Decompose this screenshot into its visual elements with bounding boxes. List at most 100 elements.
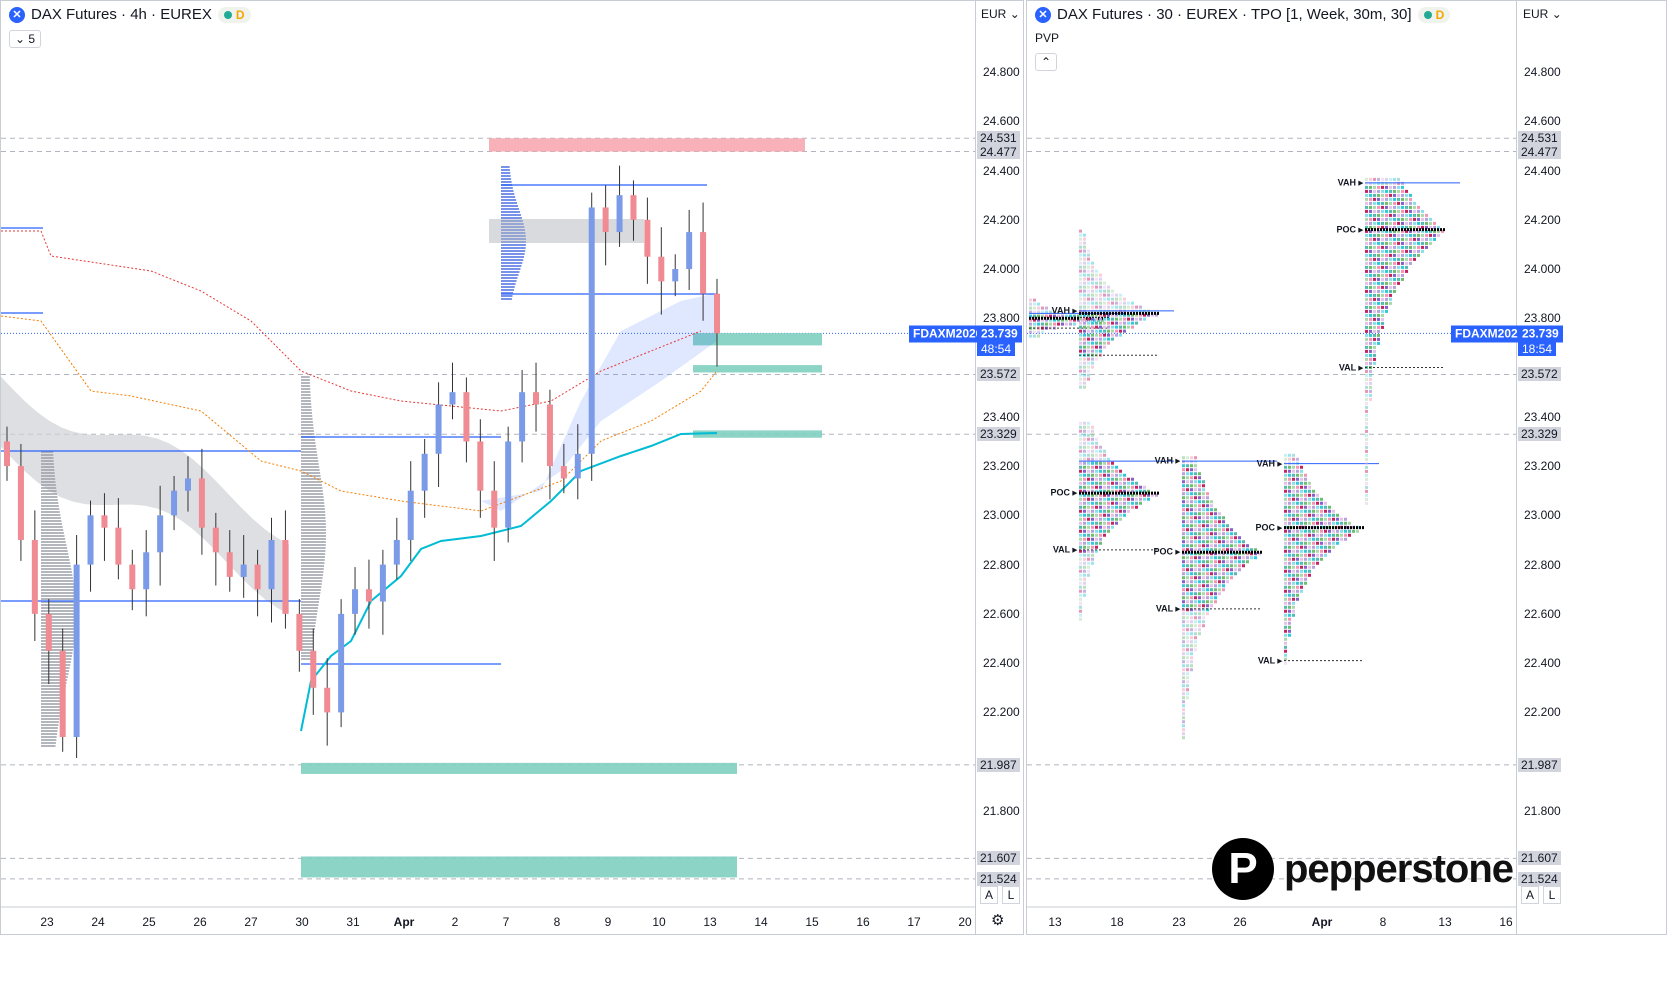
tpo-cell <box>1296 517 1299 521</box>
tpo-cell <box>1091 429 1094 433</box>
tpo-cell <box>1226 540 1229 544</box>
tpo-cell <box>1284 513 1287 517</box>
tpo-cell <box>1202 572 1205 576</box>
tpo-cell <box>1115 481 1118 485</box>
tpo-cell <box>1135 317 1138 321</box>
tpo-cell <box>1190 660 1193 664</box>
tpo-cell <box>1115 301 1118 305</box>
tpo-cell <box>1222 552 1225 556</box>
tpo-cell <box>1029 334 1032 338</box>
tpo-cell <box>1202 488 1205 492</box>
tpo-cell <box>1186 592 1189 596</box>
candle-body <box>296 613 303 651</box>
pvp-indicator-label[interactable]: PVP <box>1035 31 1060 45</box>
tpo-cell <box>1095 505 1098 509</box>
left-auto-scale-button[interactable]: A <box>980 886 998 904</box>
right-market-status[interactable]: D <box>1417 6 1451 23</box>
tpo-cell <box>1365 237 1368 241</box>
tpo-cell <box>1190 632 1193 636</box>
tpo-cell <box>1206 568 1209 572</box>
blue-channel <box>481 293 717 511</box>
tpo-cell <box>1083 585 1086 589</box>
tpo-cell <box>1087 273 1090 277</box>
candle-body <box>560 466 567 479</box>
tpo-cell <box>1083 245 1086 249</box>
right-currency-selector[interactable]: EUR ⌄ <box>1523 7 1562 21</box>
left-log-scale-button[interactable]: L <box>1002 886 1020 904</box>
tpo-cell <box>1385 257 1388 261</box>
tpo-cell <box>1143 497 1146 501</box>
left-market-status[interactable]: D <box>217 6 251 23</box>
tpo-cell <box>1087 321 1090 325</box>
tpo-cell <box>1190 624 1193 628</box>
tpo-cell <box>1312 537 1315 541</box>
right-chart-title[interactable]: DAX Futures · 30 · EUREX · TPO [1, Week,… <box>1057 6 1412 23</box>
tpo-cell <box>1194 460 1197 464</box>
tpo-cell <box>1190 556 1193 560</box>
tpo-cell <box>1182 684 1185 688</box>
tpo-cell <box>1300 573 1303 577</box>
tpo-cell <box>1218 564 1221 568</box>
tpo-cell <box>1369 261 1372 265</box>
tpo-cell <box>1103 529 1106 533</box>
tpo-cell <box>1413 217 1416 221</box>
tpo-cell <box>1328 529 1331 533</box>
tpo-cell <box>1214 580 1217 584</box>
tpo-cell <box>1210 548 1213 552</box>
left-chart-canvas[interactable] <box>1 1 1023 934</box>
tpo-cell <box>1365 361 1368 365</box>
tpo-cell <box>1381 193 1384 197</box>
tpo-cell <box>1328 517 1331 521</box>
tpo-cell <box>1087 365 1090 369</box>
right-chart-canvas[interactable] <box>1027 1 1666 934</box>
tpo-cell <box>1206 560 1209 564</box>
tpo-cell <box>1119 485 1122 489</box>
tpo-cell <box>1079 421 1082 425</box>
volume-profile-bar <box>501 172 511 174</box>
tpo-cell <box>1292 561 1295 565</box>
gear-icon[interactable]: ⚙ <box>991 912 1005 929</box>
time-tick-label: 18 <box>1110 915 1124 929</box>
tpo-cell <box>1202 492 1205 496</box>
tpo-cell <box>1373 261 1376 265</box>
tpo-cell <box>1131 485 1134 489</box>
tpo-cell <box>1377 317 1380 321</box>
left-chart-title[interactable]: DAX Futures · 4h · EUREX <box>31 6 212 23</box>
tpo-cell <box>1095 493 1098 497</box>
right-chart-panel[interactable]: ✕ DAX Futures · 30 · EUREX · TPO [1, Wee… <box>1026 0 1667 935</box>
tpo-cell <box>1377 293 1380 297</box>
tpo-cell <box>1083 237 1086 241</box>
tpo-cell <box>1296 521 1299 525</box>
orange-dotted-indicator <box>1 315 718 512</box>
left-currency-selector[interactable]: EUR ⌄ <box>981 7 1020 21</box>
tpo-cell <box>1308 557 1311 561</box>
tpo-cell <box>1091 329 1094 333</box>
tpo-cell <box>1087 357 1090 361</box>
tpo-cell <box>1083 361 1086 365</box>
tpo-cell <box>1099 285 1102 289</box>
tpo-cell <box>1053 310 1056 314</box>
time-tick-label: 23 <box>1172 915 1186 929</box>
chevron-up-icon[interactable]: ⌃ <box>1035 53 1058 71</box>
volume-profile-bar <box>41 625 76 627</box>
tpo-cell <box>1300 545 1303 549</box>
tpo-cell <box>1369 309 1372 313</box>
tpo-cell <box>1190 488 1193 492</box>
tpo-cell <box>1087 261 1090 265</box>
tpo-cell <box>1421 229 1424 233</box>
tpo-cell <box>1103 281 1106 285</box>
tpo-cell <box>1186 572 1189 576</box>
right-auto-scale-button[interactable]: A <box>1521 886 1539 904</box>
tpo-cell <box>1292 565 1295 569</box>
tpo-cell <box>1377 325 1380 329</box>
tpo-cell <box>1198 516 1201 520</box>
tpo-cell <box>1377 301 1380 305</box>
price-tick-label: 24.600 <box>1524 114 1561 129</box>
left-chart-panel[interactable]: ✕ DAX Futures · 4h · EUREX D ⌄ 5 EUR ⌄ 2… <box>0 0 1024 935</box>
indicators-collapse-button[interactable]: ⌄ 5 <box>9 30 42 48</box>
tpo-cell <box>1083 313 1086 317</box>
right-log-scale-button[interactable]: L <box>1543 886 1561 904</box>
tpo-cell <box>1186 596 1189 600</box>
volume-profile-bar <box>301 568 324 570</box>
tpo-cell <box>1198 628 1201 632</box>
